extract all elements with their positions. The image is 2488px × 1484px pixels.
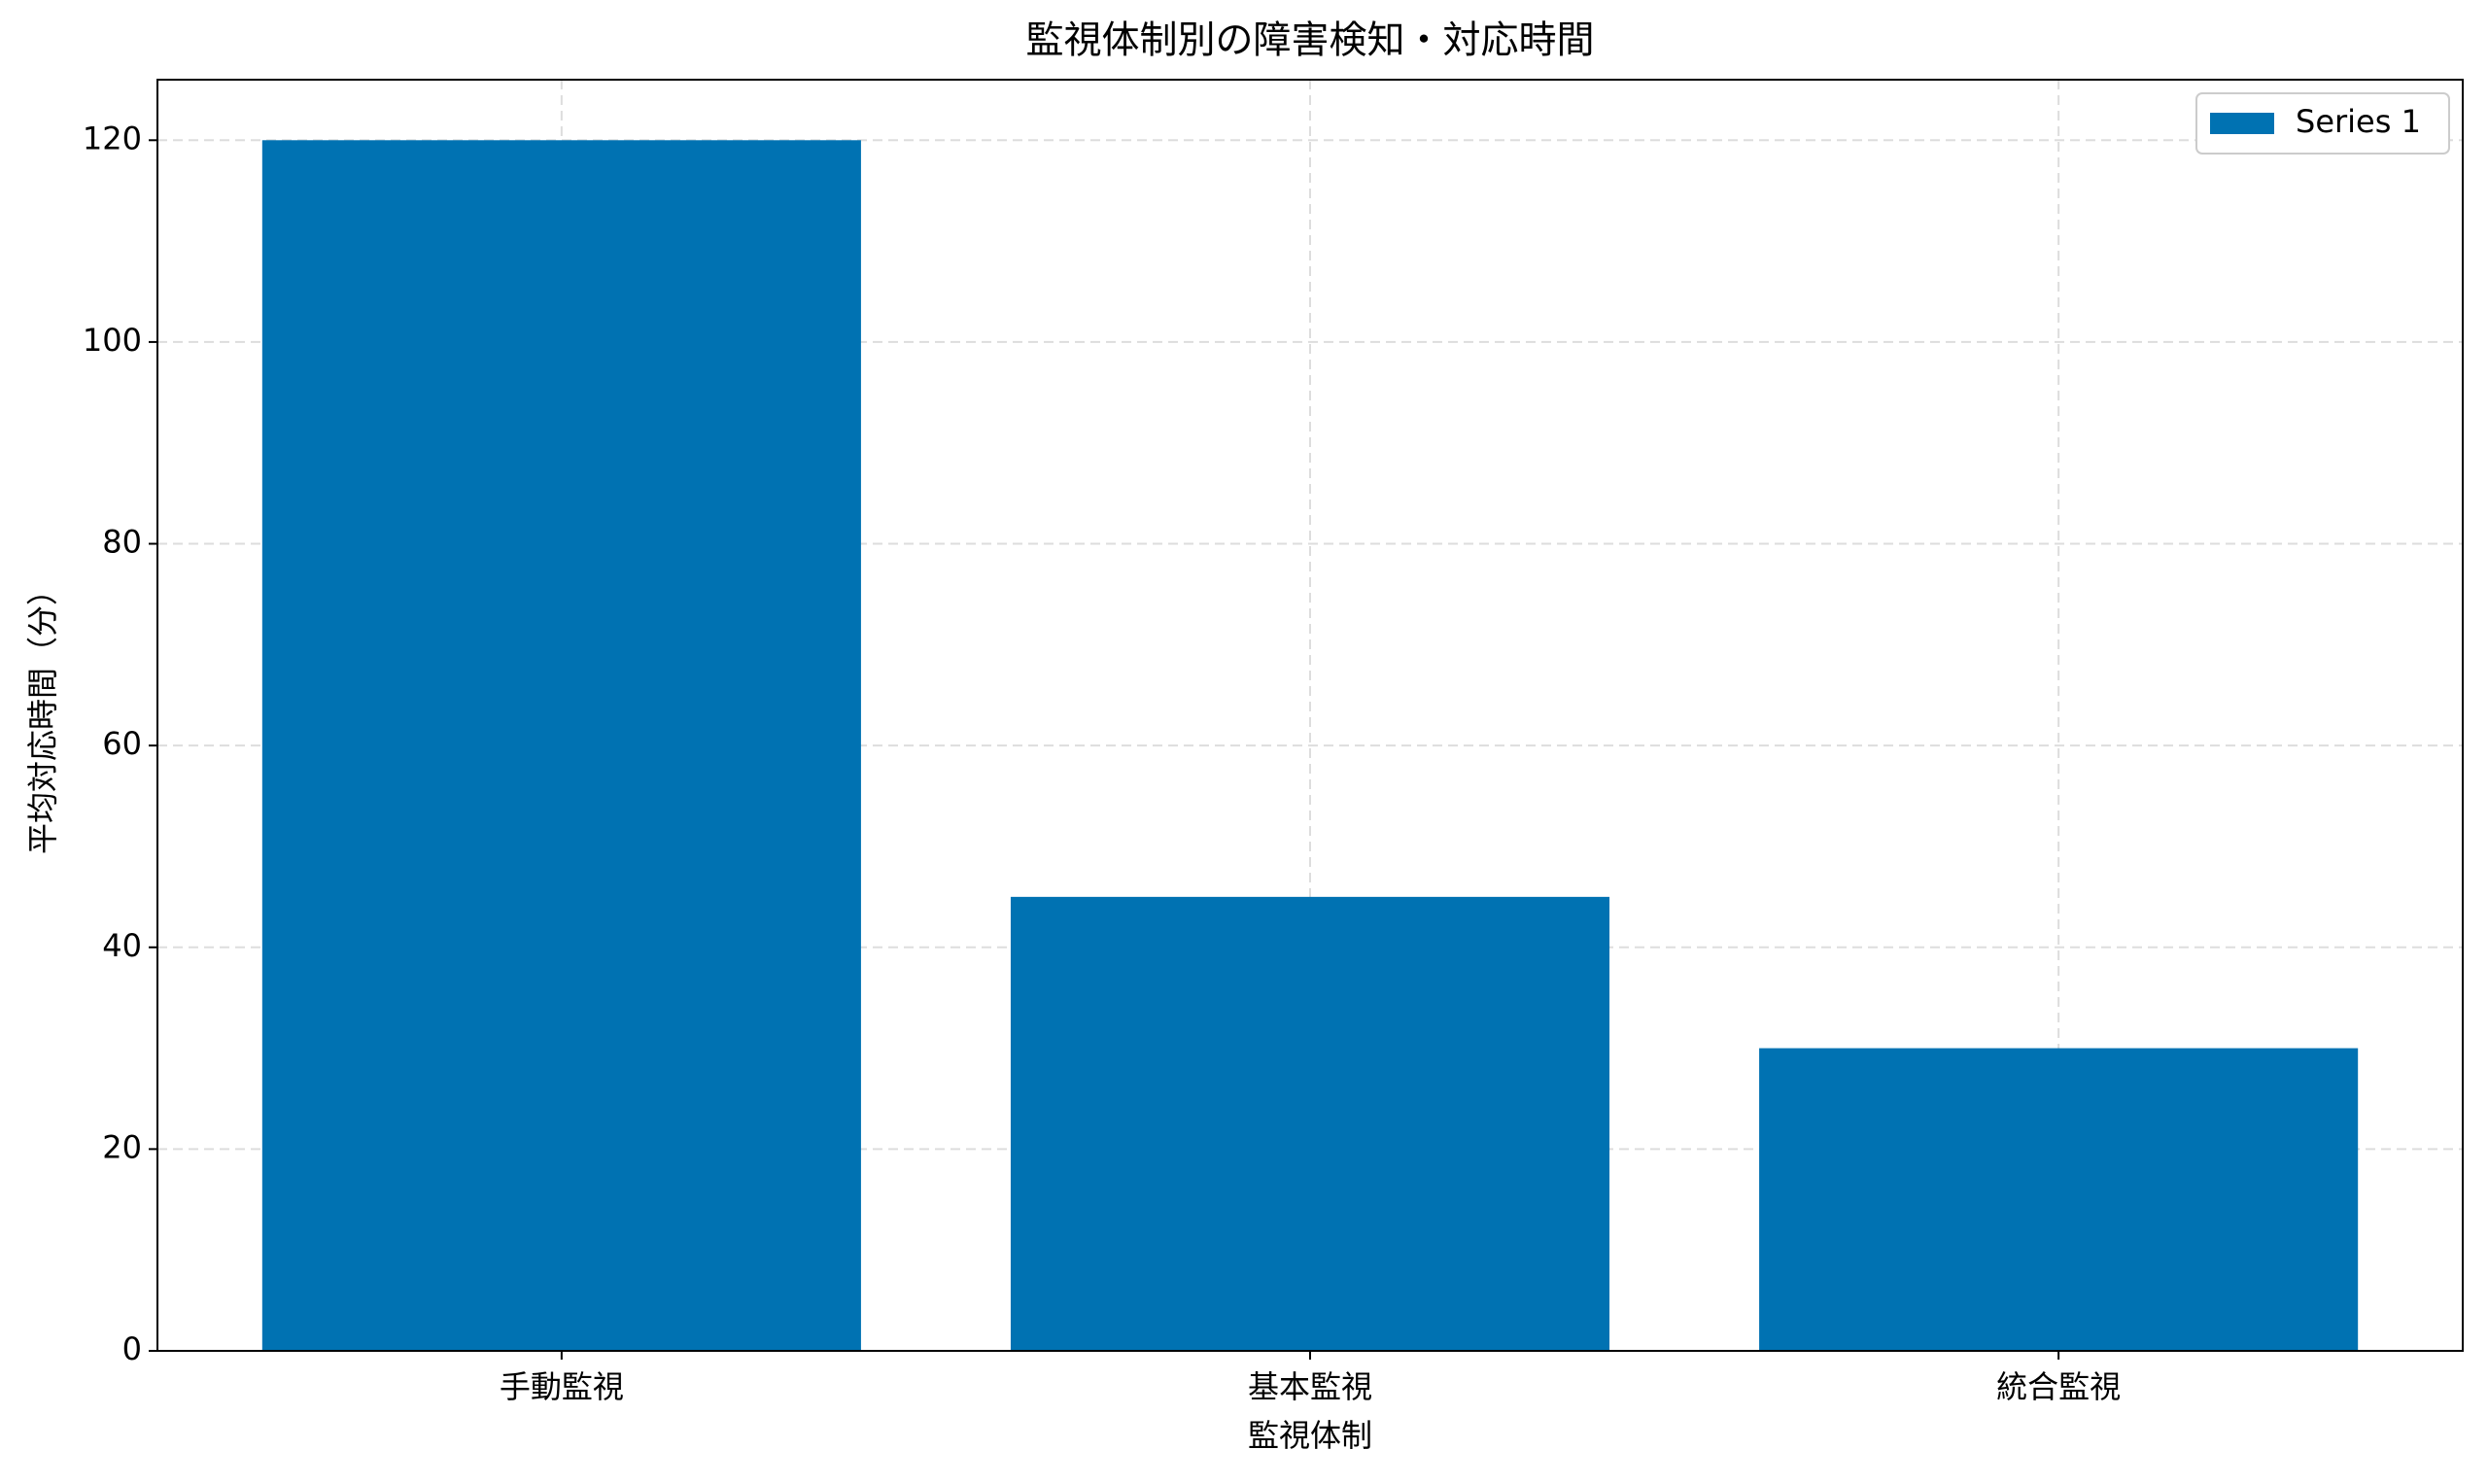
x-tick-label: 基本監視 [1248, 1368, 1372, 1405]
chart-title: 監視体制別の障害検知・対応時間 [1025, 19, 1594, 63]
y-tick-label: 100 [83, 322, 142, 359]
x-axis-title: 監視体制 [1248, 1417, 1372, 1454]
y-tick-label: 60 [102, 725, 142, 762]
y-tick-label: 80 [102, 524, 142, 561]
bar [1759, 1048, 2359, 1351]
x-tick-label: 手動監視 [500, 1368, 624, 1405]
y-tick-label: 40 [102, 927, 142, 964]
legend-label: Series 1 [2296, 103, 2421, 140]
y-axis-title: 平均対応時間（分） [24, 574, 61, 854]
legend-frame [2195, 92, 2450, 155]
y-tick-label: 0 [122, 1330, 142, 1367]
legend: Series 1 [2195, 92, 2450, 155]
plot-frame [156, 79, 2464, 1352]
bar [261, 140, 861, 1351]
y-tick-label: 120 [83, 120, 142, 156]
legend-swatch [2210, 113, 2274, 134]
x-tick-label: 統合監視 [1996, 1368, 2121, 1405]
y-tick-label: 20 [102, 1128, 142, 1165]
bar [1010, 896, 1610, 1351]
